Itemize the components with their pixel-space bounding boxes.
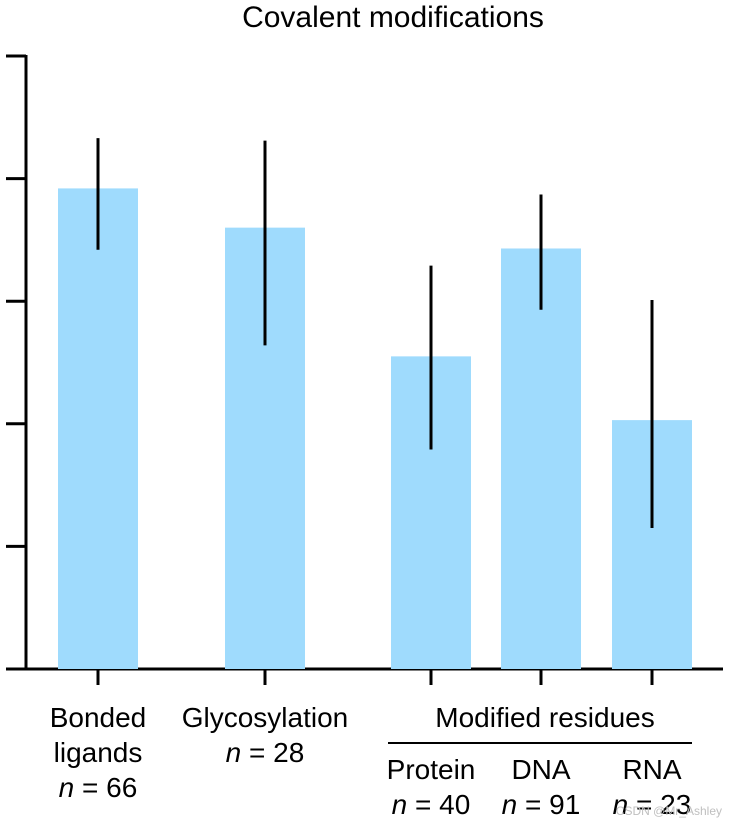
- n-value: = 28: [241, 737, 304, 768]
- error-bars-group: [96, 138, 654, 529]
- x-axis: [6, 667, 723, 685]
- n-value: = 91: [517, 789, 580, 820]
- y-axis: [6, 54, 28, 671]
- n-symbol: n: [59, 772, 75, 803]
- x-label-3-line-1: Protein: [387, 754, 476, 785]
- n-symbol: n: [226, 737, 242, 768]
- chart-title: Covalent modifications: [242, 1, 544, 34]
- n-value: = 23: [628, 789, 691, 820]
- x-label-5-line-1: RNA: [622, 754, 681, 785]
- bar-1: [58, 188, 138, 669]
- n-symbol: n: [613, 789, 629, 820]
- group-label: Modified residues: [435, 702, 654, 733]
- n-symbol: n: [392, 789, 408, 820]
- x-label-2-n: n = 28: [226, 737, 305, 768]
- x-label-2-line-1: Glycosylation: [182, 702, 349, 733]
- n-symbol: n: [502, 789, 518, 820]
- x-label-3-n: n = 40: [392, 789, 471, 820]
- bars-group: [58, 188, 692, 669]
- x-label-5-n: n = 23: [613, 789, 692, 820]
- x-label-4-line-1: DNA: [511, 754, 570, 785]
- bar-4: [501, 248, 581, 669]
- x-label-1-line-2: ligands: [54, 737, 143, 768]
- x-label-1-n: n = 66: [59, 772, 138, 803]
- n-value: = 40: [407, 789, 470, 820]
- x-label-1-line-1: Bonded: [50, 702, 147, 733]
- x-label-4-n: n = 91: [502, 789, 581, 820]
- watermark: CSDN @Mr_Ashley: [616, 804, 722, 818]
- n-value: = 66: [74, 772, 137, 803]
- x-tick-labels: Bonded ligands n = 66 Glycosylation n = 28 Pr…: [50, 702, 692, 820]
- group-annotation: Modified residues: [388, 702, 692, 744]
